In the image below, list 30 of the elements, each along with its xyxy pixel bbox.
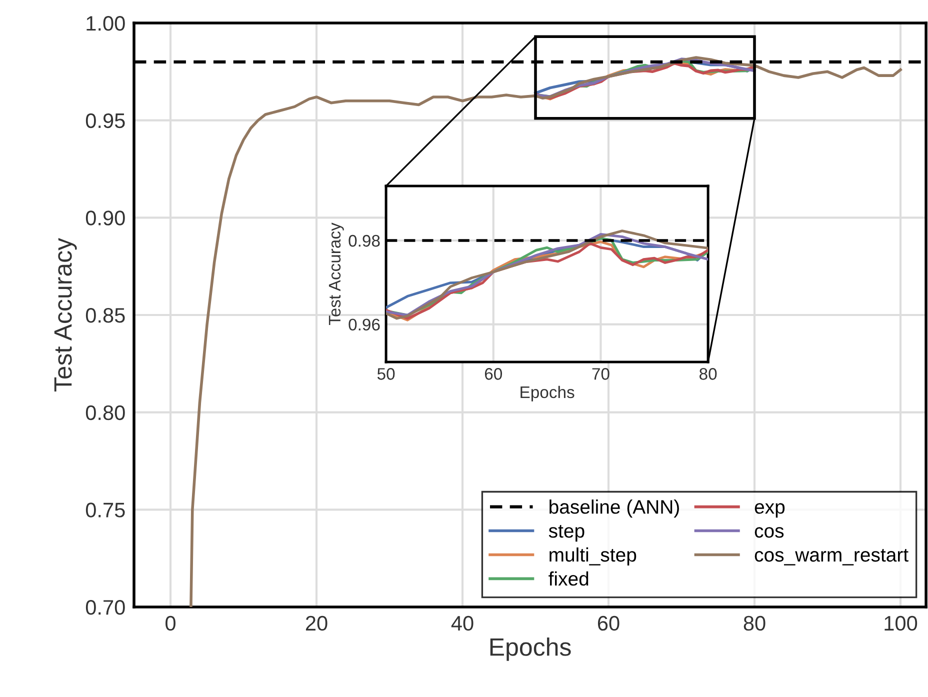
x-tick-label: 100 bbox=[884, 616, 918, 631]
y-axis-title: Test Accuracy bbox=[54, 238, 77, 392]
legend-label: fixed bbox=[548, 571, 588, 586]
x-tick-label: 20 bbox=[306, 616, 328, 631]
y-tick-label: 0.95 bbox=[86, 113, 125, 128]
y-tick-label: 0.90 bbox=[86, 210, 125, 226]
x-tick-label: 0 bbox=[166, 616, 176, 631]
y-tick-label: 1.00 bbox=[86, 16, 125, 31]
x-tick-label: 80 bbox=[700, 368, 717, 380]
x-axis-title: Epochs bbox=[490, 638, 571, 661]
x-tick-label: 40 bbox=[451, 616, 474, 631]
y-tick-label: 0.96 bbox=[348, 318, 380, 331]
legend-label: multi_step bbox=[550, 547, 636, 566]
legend-label: baseline (ANN) bbox=[550, 500, 679, 518]
y-tick-label: 0.98 bbox=[348, 234, 380, 247]
x-tick-label: 70 bbox=[592, 368, 610, 380]
y-tick-label: 0.70 bbox=[86, 600, 125, 615]
legend-label: step bbox=[548, 524, 584, 542]
legend-label: cos bbox=[754, 527, 784, 538]
y-tick-label: 0.85 bbox=[86, 308, 125, 323]
y-axis-title: Test Accuracy bbox=[328, 222, 344, 326]
x-axis-title: Epochs bbox=[520, 386, 574, 402]
y-tick-label: 0.75 bbox=[86, 502, 125, 518]
x-tick-label: 50 bbox=[377, 368, 395, 380]
legend-label: exp bbox=[754, 503, 785, 518]
x-tick-label: 60 bbox=[598, 616, 620, 631]
legend-label: cos_warm_restart bbox=[754, 548, 908, 566]
y-tick-label: 0.80 bbox=[86, 405, 125, 420]
x-tick-label: 80 bbox=[744, 616, 766, 631]
x-tick-label: 60 bbox=[484, 368, 502, 380]
